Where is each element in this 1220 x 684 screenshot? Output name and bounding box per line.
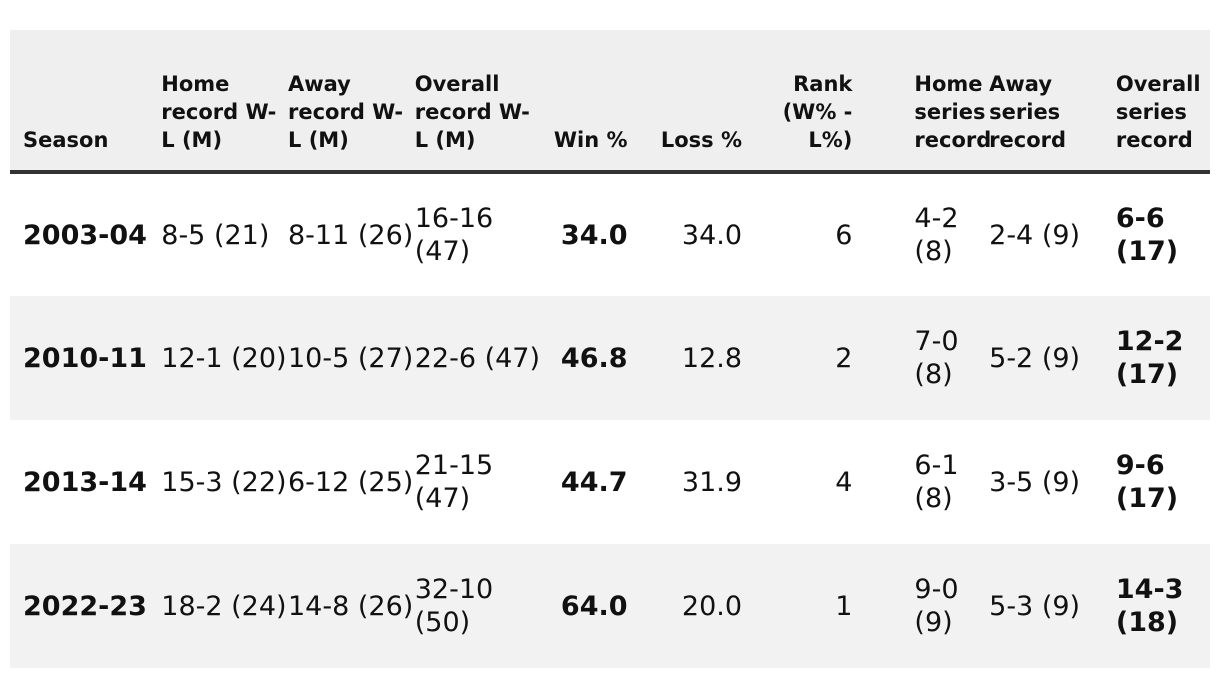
cell-win-pct: 34.0 (560, 219, 628, 251)
cell-season: 2022-23 (23, 590, 147, 622)
cell-win-pct: 64.0 (560, 590, 628, 622)
cell-overall-series: 14-3 (18) (1115, 574, 1184, 638)
cell-season: 2003-04 (23, 219, 147, 251)
cell-loss-pct: 34.0 (681, 219, 743, 251)
cell-rank: 1 (835, 590, 853, 622)
cell-rank: 6 (835, 219, 853, 251)
cell-loss-pct: 31.9 (681, 466, 743, 498)
cell-home-record: 12-1 (20) (161, 342, 287, 374)
table-body: 2003-04 8-5 (21) 8-11 (26) 16-16 (47) 34… (10, 172, 1210, 668)
table-header: Season Home record W-L (M) Away record W… (10, 30, 1210, 172)
cell-overall-record: 16-16 (47) (414, 203, 494, 267)
header-rank: Rank (W% - L%) (782, 72, 853, 152)
cell-overall-series: 6-6 (17) (1115, 203, 1179, 267)
header-loss-pct: Loss % (660, 128, 743, 152)
cell-win-pct: 46.8 (560, 342, 628, 374)
cell-away-series: 3-5 (9) (989, 466, 1081, 498)
cell-home-series: 9-0 (9) (914, 574, 959, 638)
cell-away-series: 5-3 (9) (989, 590, 1081, 622)
season-records-table: Season Home record W-L (M) Away record W… (10, 30, 1210, 668)
header-win-pct: Win % (553, 128, 628, 152)
cell-overall-record: 22-6 (47) (414, 342, 541, 374)
header-overall-record: Overall record W-L (M) (414, 72, 530, 152)
season-records-table-wrapper: Season Home record W-L (M) Away record W… (10, 30, 1210, 668)
table-row: 2013-14 15-3 (22) 6-12 (25) 21-15 (47) 4… (10, 420, 1210, 544)
header-away-record: Away record W-L (M) (288, 72, 404, 152)
cell-away-record: 10-5 (27) (288, 342, 414, 374)
cell-overall-record: 32-10 (50) (414, 574, 494, 638)
cell-away-record: 6-12 (25) (288, 466, 414, 498)
cell-home-record: 18-2 (24) (161, 590, 287, 622)
cell-season: 2013-14 (23, 466, 147, 498)
cell-home-series: 6-1 (8) (914, 450, 959, 514)
cell-loss-pct: 20.0 (681, 590, 743, 622)
table-row: 2003-04 8-5 (21) 8-11 (26) 16-16 (47) 34… (10, 172, 1210, 296)
header-away-series: Away series record (989, 72, 1067, 152)
header-home-series: Home series record (914, 72, 992, 152)
cell-rank: 2 (835, 342, 853, 374)
cell-home-record: 15-3 (22) (161, 466, 287, 498)
cell-loss-pct: 12.8 (681, 342, 743, 374)
header-season: Season (23, 128, 109, 152)
cell-away-record: 8-11 (26) (288, 219, 414, 251)
cell-win-pct: 44.7 (560, 466, 628, 498)
header-home-record: Home record W-L (M) (161, 72, 277, 152)
cell-overall-series: 9-6 (17) (1115, 450, 1179, 514)
cell-away-series: 5-2 (9) (989, 342, 1081, 374)
header-row: Season Home record W-L (M) Away record W… (10, 30, 1210, 172)
cell-home-record: 8-5 (21) (161, 219, 270, 251)
table-row: 2022-23 18-2 (24) 14-8 (26) 32-10 (50) 6… (10, 544, 1210, 668)
cell-rank: 4 (835, 466, 853, 498)
cell-away-record: 14-8 (26) (288, 590, 414, 622)
cell-overall-series: 12-2 (17) (1115, 326, 1184, 390)
cell-season: 2010-11 (23, 342, 147, 374)
header-overall-series: Overall series record (1115, 72, 1201, 152)
table-row: 2010-11 12-1 (20) 10-5 (27) 22-6 (47) 46… (10, 296, 1210, 420)
cell-overall-record: 21-15 (47) (414, 450, 494, 514)
cell-home-series: 4-2 (8) (914, 203, 959, 267)
cell-away-series: 2-4 (9) (989, 219, 1081, 251)
cell-home-series: 7-0 (8) (914, 326, 959, 390)
